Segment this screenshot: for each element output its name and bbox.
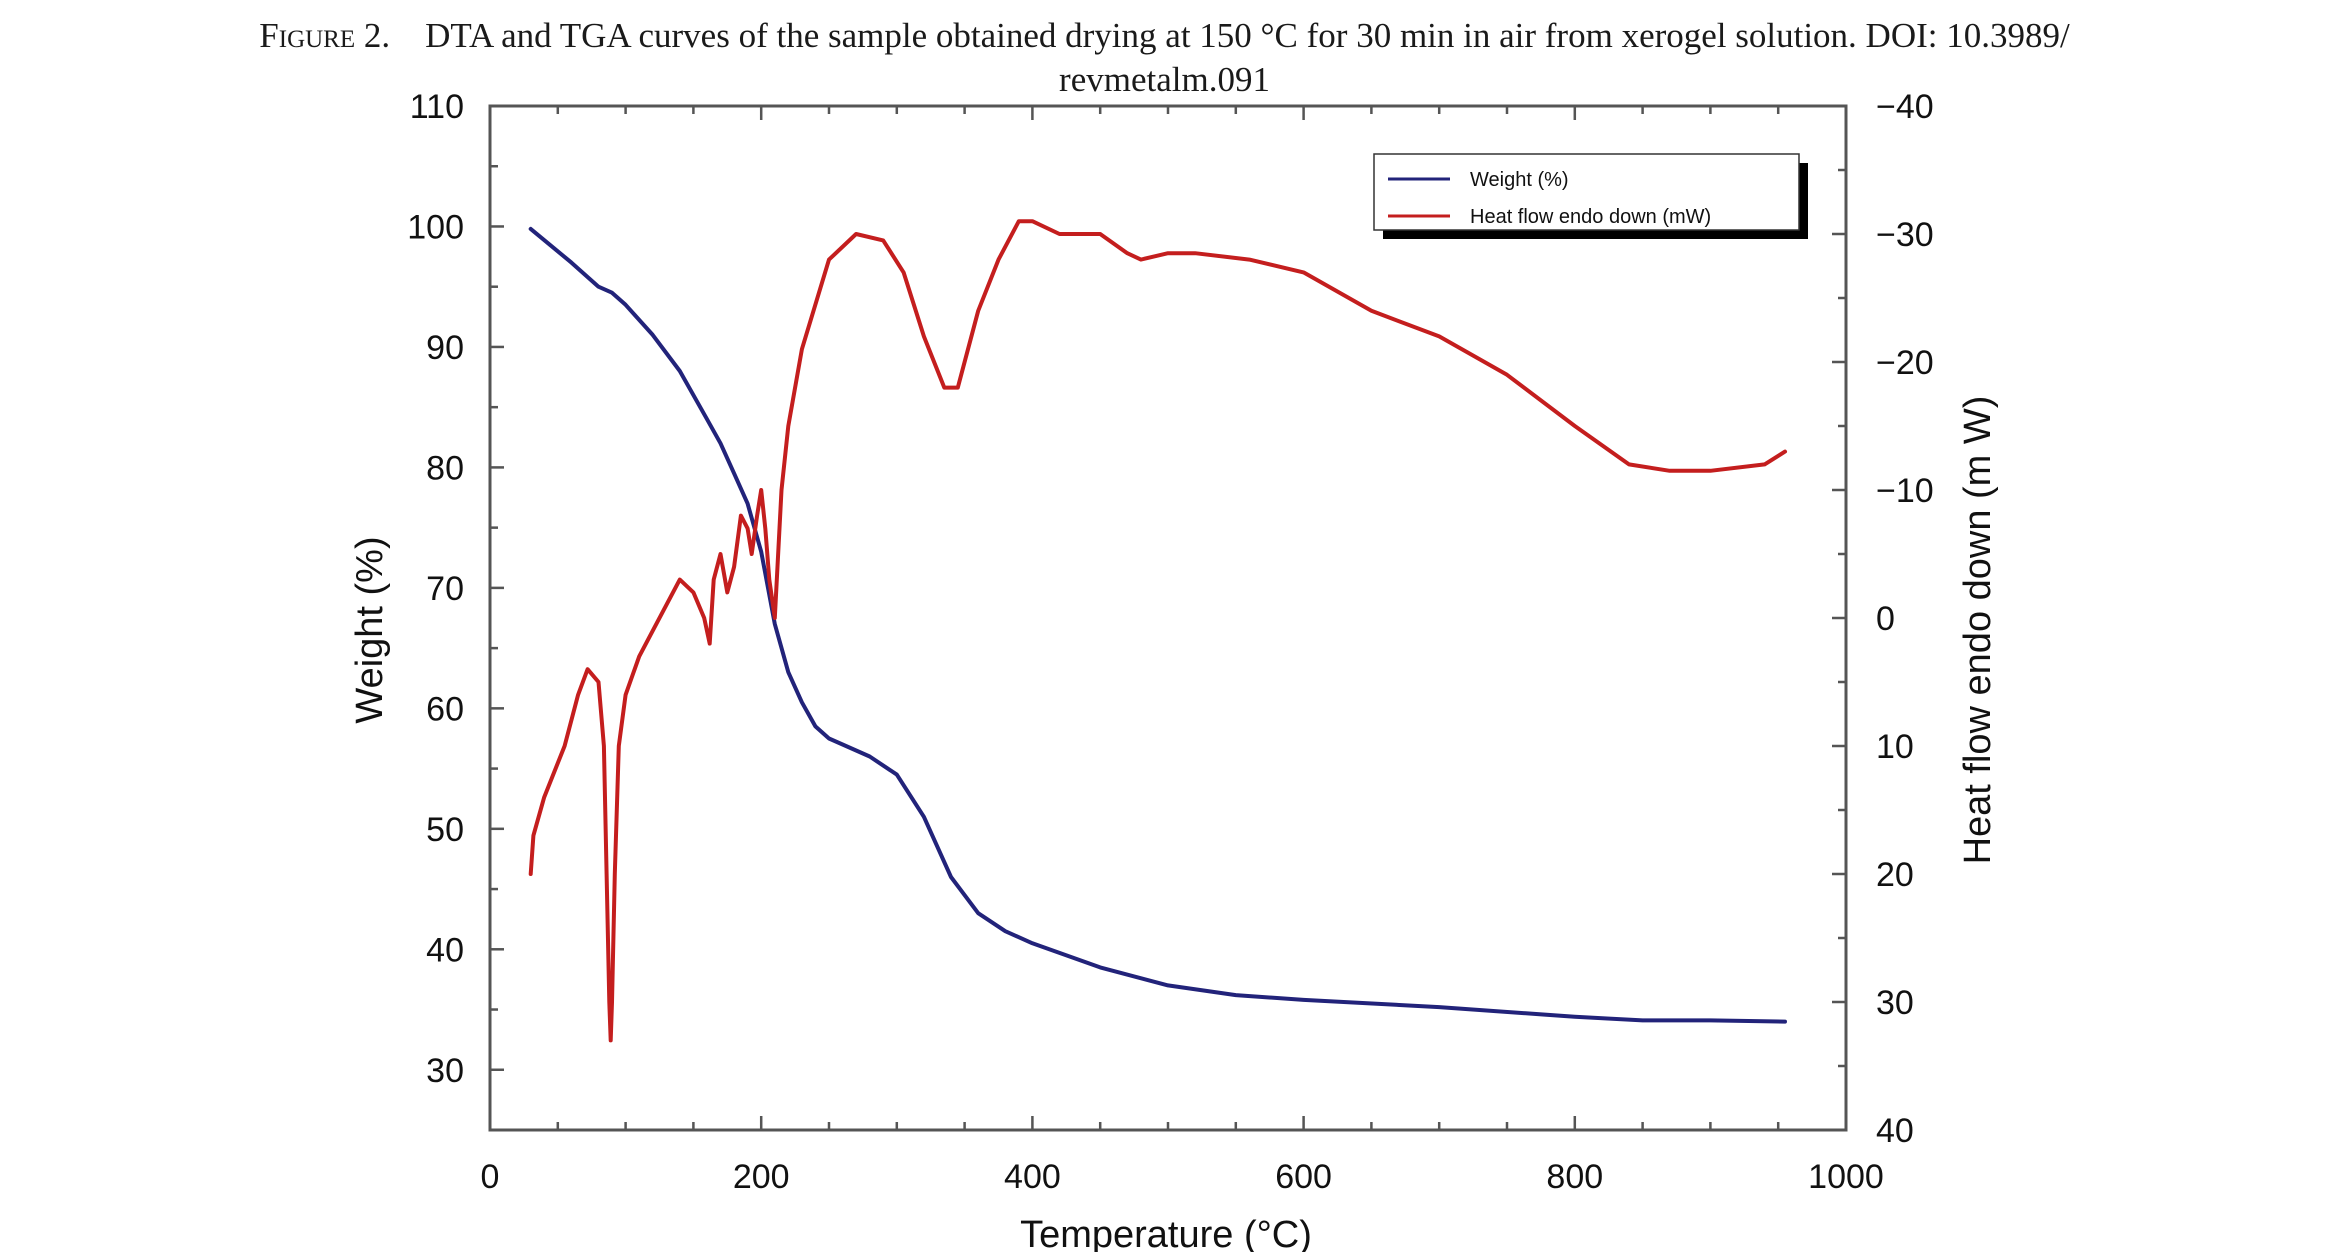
plot-border — [488, 104, 1848, 1132]
y2-tick-label: 30 — [1876, 984, 1914, 1022]
y2-tick-label: −20 — [1876, 344, 1934, 382]
legend-label-weight: Weight (%) — [1470, 169, 1569, 191]
y-tick-label: 70 — [426, 570, 464, 608]
right-y-axis-ticks: −40 −30 −20 −10 0 10 20 30 40 — [1832, 88, 1934, 1150]
y2-tick-label: 40 — [1876, 1112, 1914, 1150]
y-tick-label: 110 — [410, 88, 464, 126]
left-y-axis-title: Weight (%) — [349, 536, 391, 723]
legend-label-heat-flow: Heat flow endo down (mW) — [1470, 206, 1711, 228]
legend: Weight (%) Heat flow endo down (mW) — [1373, 153, 1808, 239]
x-tick-label: 400 — [1004, 1158, 1061, 1196]
right-y-axis-title: Heat flow endo down (m W) — [1957, 396, 1999, 865]
y-tick-label: 90 — [426, 329, 464, 367]
series-line-heat-flow — [528, 219, 1787, 1043]
y-tick-label: 40 — [426, 931, 464, 969]
caption-line-1: Figure 2. DTA and TGA curves of the samp… — [0, 14, 2329, 58]
caption-text: DTA and TGA curves of the sample obtaine… — [425, 16, 2070, 55]
y2-tick-label: −40 — [1876, 88, 1934, 126]
caption-label: Figure 2. — [259, 16, 391, 55]
y-tick-label: 80 — [426, 449, 464, 487]
y-tick-label: 50 — [426, 811, 464, 849]
x-tick-label: 600 — [1275, 1158, 1332, 1196]
x-axis-ticks: 0 200 400 600 800 1000 — [481, 106, 1884, 1196]
y2-tick-label: 20 — [1876, 856, 1914, 894]
caption-line-2: revmetalm.091 — [1059, 60, 1270, 99]
y-tick-label: 100 — [407, 208, 464, 246]
series-line-weight — [528, 226, 1787, 1024]
y2-tick-label: 0 — [1876, 600, 1895, 638]
y-tick-label: 30 — [426, 1052, 464, 1090]
x-tick-label: 1000 — [1808, 1158, 1884, 1196]
x-tick-label: 200 — [733, 1158, 790, 1196]
y2-tick-label: −30 — [1876, 216, 1934, 254]
x-tick-label: 800 — [1546, 1158, 1603, 1196]
figure-caption: Figure 2. DTA and TGA curves of the samp… — [0, 14, 2329, 102]
x-tick-label: 0 — [481, 1158, 500, 1196]
left-y-axis-ticks: 30 40 50 60 70 80 90 100 110 — [407, 88, 504, 1090]
y-tick-label: 60 — [426, 690, 464, 728]
x-axis-title: Temperature (°C) — [1020, 1214, 1312, 1252]
y2-tick-label: 10 — [1876, 728, 1914, 766]
series-layer — [528, 219, 1787, 1043]
y2-tick-label: −10 — [1876, 472, 1934, 510]
plot-frame — [488, 104, 1848, 1132]
